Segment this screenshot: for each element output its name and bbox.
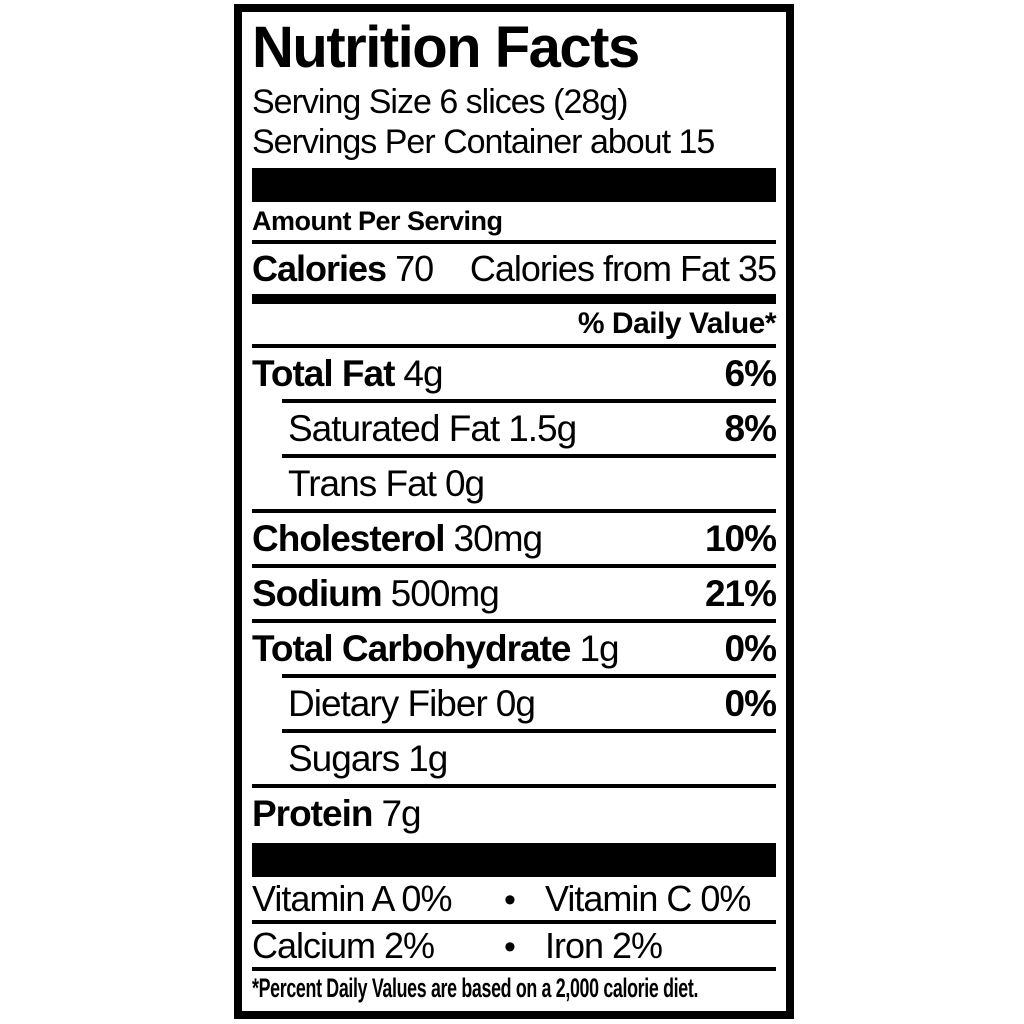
micronutrient-right: Vitamin C 0% — [545, 878, 751, 919]
daily-value-header: % Daily Value* — [577, 307, 777, 340]
separator-rule-indented — [282, 454, 776, 458]
separator-rule — [252, 619, 776, 623]
separator-rule — [252, 509, 776, 513]
bullet-separator: • — [504, 881, 516, 919]
separator-rule — [252, 564, 776, 568]
nutrient-row-trans-fat: Trans Fat 0g — [252, 458, 776, 509]
nutrient-amount: 1.5g — [508, 408, 577, 449]
nutrient-daily-value: 0% — [724, 683, 777, 724]
micronutrient-row-vitamins: Vitamin A 0% • Vitamin C 0% — [252, 877, 776, 920]
nutrient-amount: 500mg — [390, 573, 500, 614]
nutrient-amount: 4g — [403, 353, 443, 394]
nutrient-row-protein: Protein 7g — [252, 788, 776, 839]
nutrient-amount: 30mg — [453, 518, 544, 559]
micronutrient-left: Vitamin A 0% — [252, 878, 452, 919]
nutrient-daily-value: 10% — [704, 518, 777, 559]
nutrient-amount: 7g — [381, 793, 421, 834]
separator-rule — [252, 240, 776, 244]
bullet-separator: • — [504, 928, 516, 966]
nutrient-amount: 1g — [579, 628, 619, 669]
separator-rule-indented — [282, 729, 776, 733]
separator-rule — [252, 344, 776, 348]
nutrient-daily-value: 21% — [704, 573, 777, 614]
nutrient-name: Dietary Fiber — [288, 683, 488, 724]
servings-per-container-line: Servings Per Container about 15 — [252, 123, 715, 161]
separator-rule-indented — [282, 399, 776, 403]
nutrient-row-sodium: Sodium 500mg 21% — [252, 568, 777, 619]
calories-left: Calories 70 — [252, 244, 434, 294]
calories-from-fat: Calories from Fat 35 — [469, 248, 777, 289]
separator-rule — [252, 784, 776, 788]
nutrient-row-total-fat: Total Fat 4g 6% — [252, 348, 777, 399]
amount-per-serving-label: Amount Per Serving — [252, 206, 503, 236]
nutrient-name: Protein — [252, 793, 373, 834]
nutrient-name: Saturated Fat — [288, 408, 500, 449]
nutrient-name: Total Carbohydrate — [252, 628, 571, 669]
nutrient-name: Trans Fat — [288, 463, 437, 504]
nutrient-daily-value: 8% — [724, 408, 777, 449]
daily-value-footnote: *Percent Daily Values are based on a 2,0… — [252, 973, 699, 1003]
micronutrient-row-minerals: Calcium 2% • Iron 2% — [252, 924, 776, 967]
calories-row: Calories 70 Calories from Fat 35 — [252, 244, 777, 294]
micronutrient-left: Calcium 2% — [252, 925, 435, 966]
micronutrient-right: Iron 2% — [545, 925, 663, 966]
separator-bar-medium — [252, 294, 776, 304]
nutrient-row-saturated-fat: Saturated Fat 1.5g 8% — [252, 403, 777, 454]
nutrient-daily-value: 0% — [724, 628, 777, 669]
nutrient-amount: 0g — [495, 683, 536, 724]
nutrient-row-sugars: Sugars 1g — [252, 733, 776, 784]
separator-rule — [252, 920, 776, 924]
nutrient-row-dietary-fiber: Dietary Fiber 0g 0% — [252, 678, 777, 729]
nutrient-name: Cholesterol — [252, 518, 446, 559]
separator-bar-thick — [252, 168, 776, 202]
nutrient-amount: 0g — [444, 463, 485, 504]
nutrient-name: Sodium — [252, 573, 383, 614]
serving-size-line: Serving Size 6 slices (28g) — [252, 83, 629, 121]
separator-rule — [252, 967, 776, 971]
nutrient-row-cholesterol: Cholesterol 30mg 10% — [252, 513, 777, 564]
nutrition-facts-panel: Nutrition Facts Serving Size 6 slices (2… — [234, 4, 794, 1019]
nutrient-name: Total Fat — [252, 353, 395, 394]
separator-rule-indented — [282, 674, 776, 678]
nutrient-amount: 1g — [408, 738, 448, 779]
panel-title: Nutrition Facts — [252, 15, 640, 80]
nutrient-row-total-carbohydrate: Total Carbohydrate 1g 0% — [252, 623, 777, 674]
calories-label: Calories — [252, 248, 387, 289]
calories-value: 70 — [395, 248, 434, 289]
nutrient-daily-value: 6% — [724, 353, 777, 394]
separator-bar-thick — [252, 843, 776, 877]
nutrient-name: Sugars — [288, 738, 400, 779]
